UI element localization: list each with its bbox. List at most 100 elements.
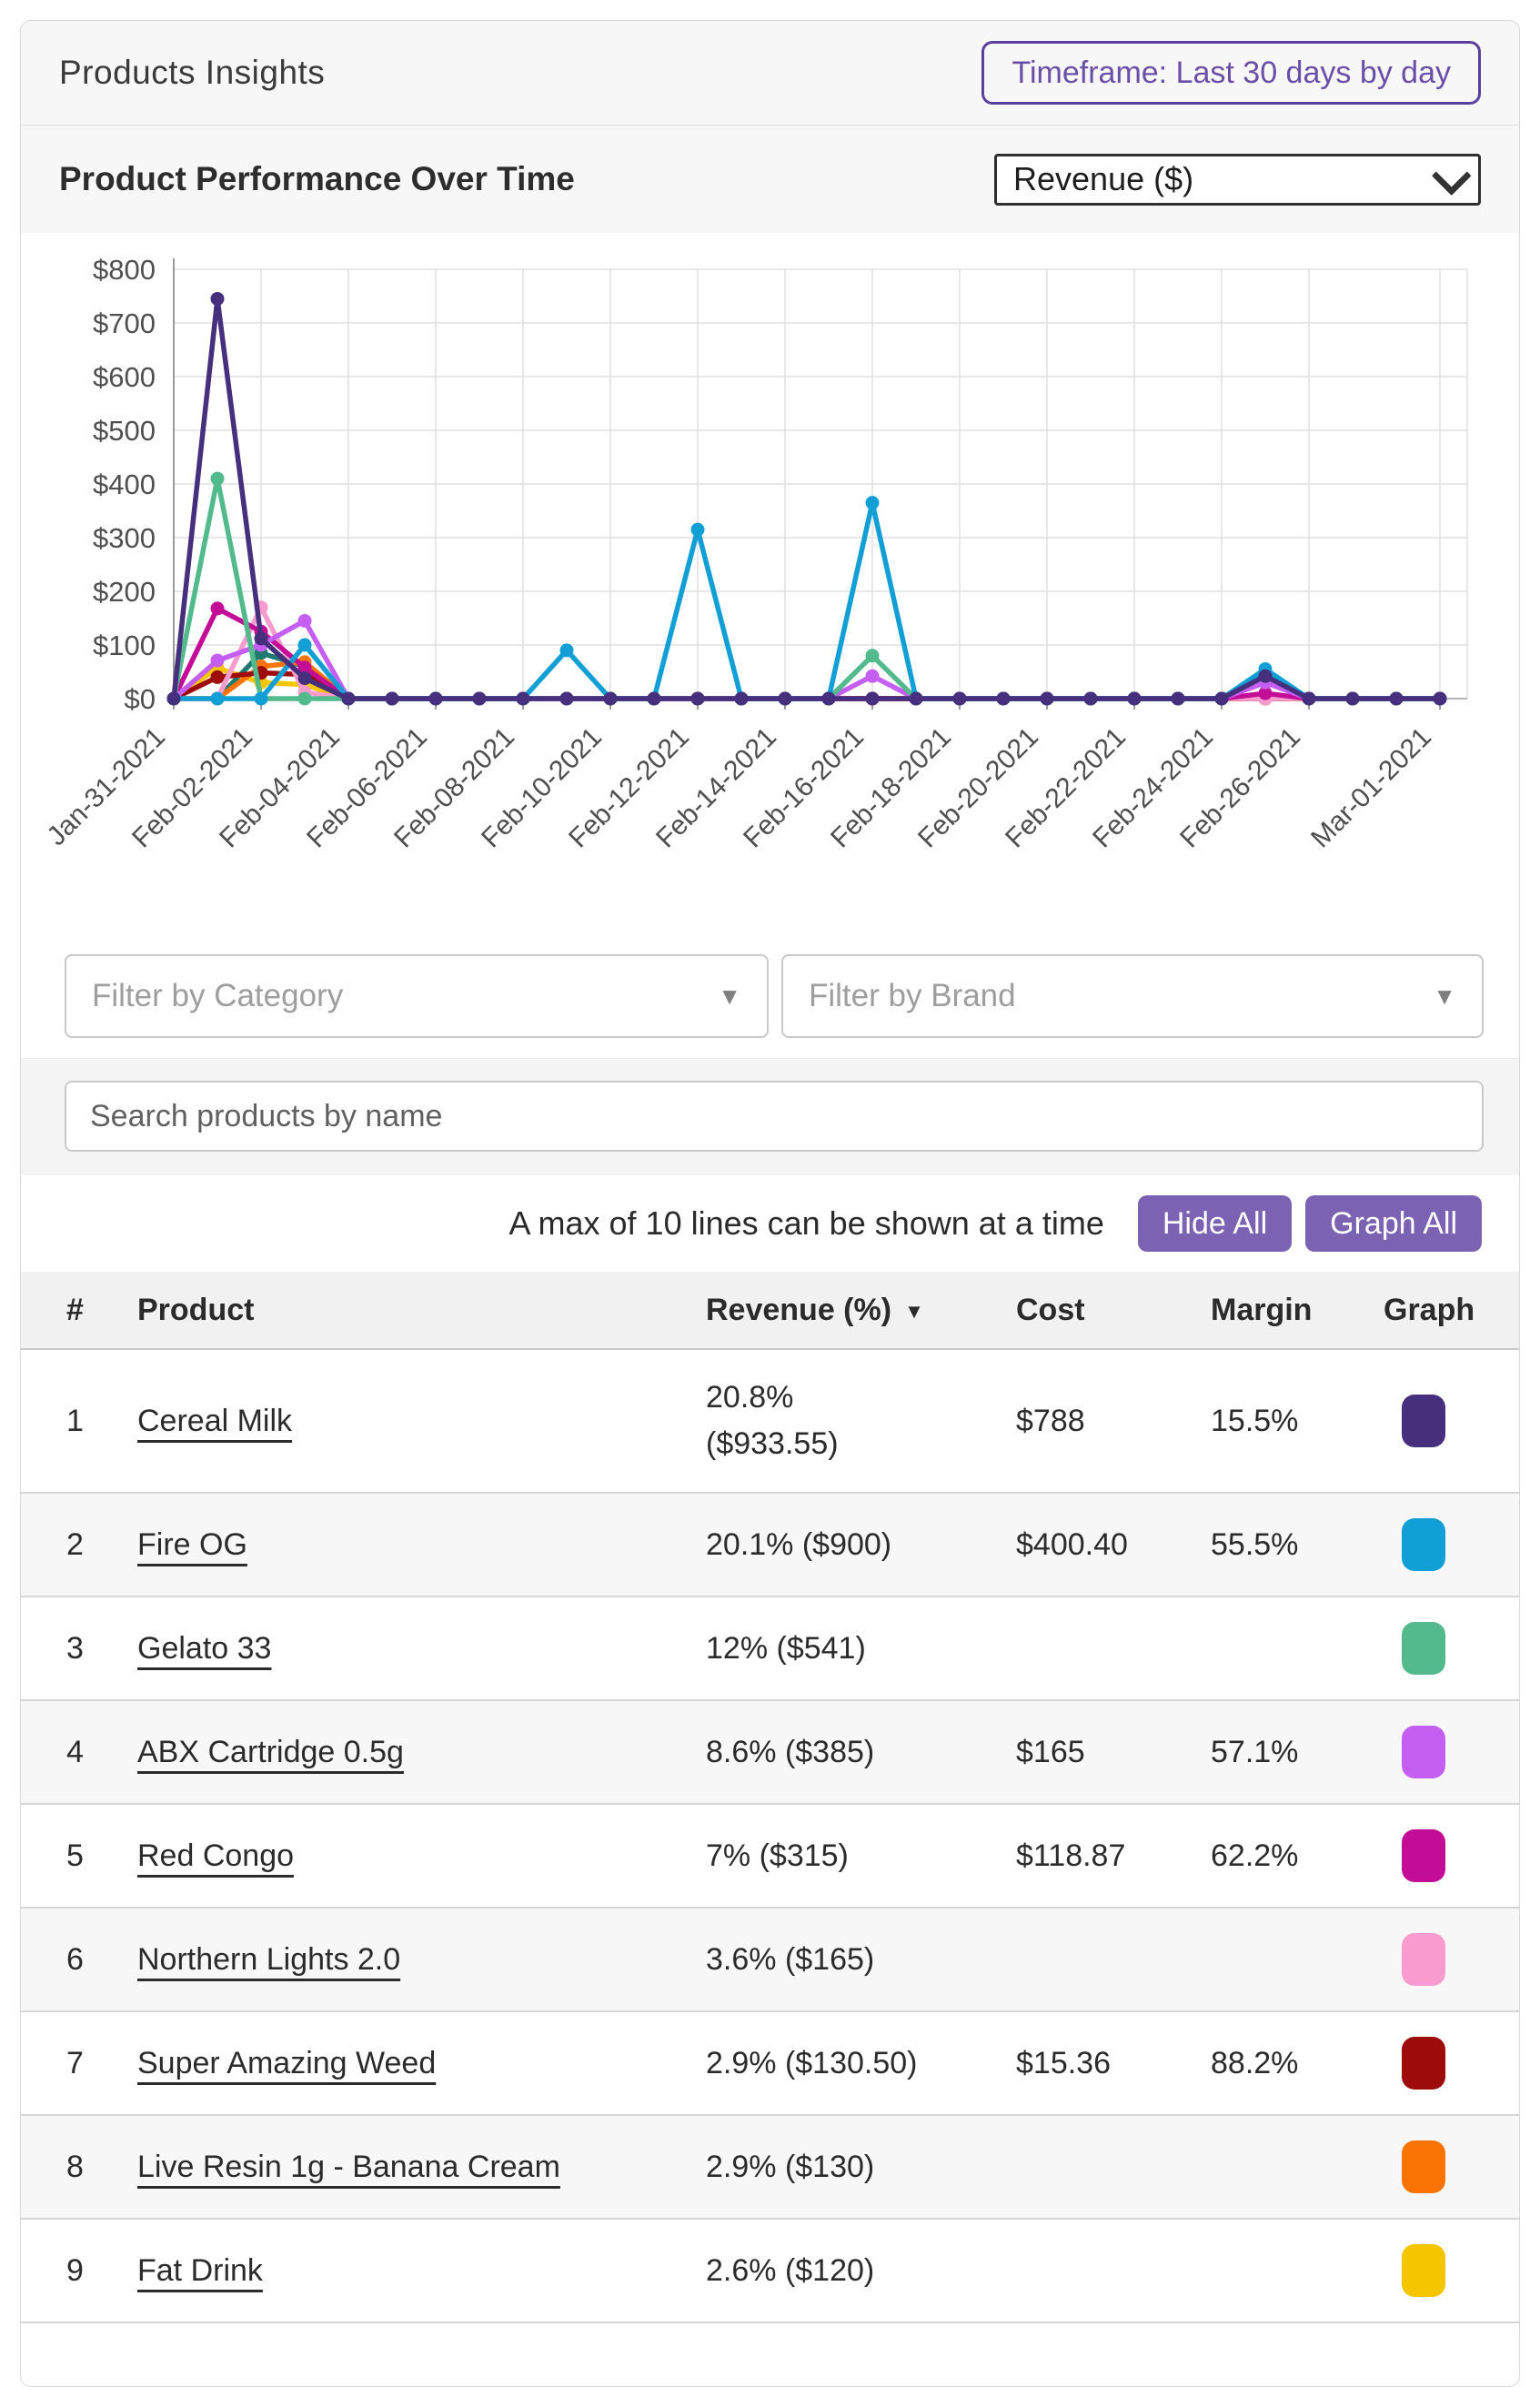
y-axis-label: $300	[93, 522, 156, 554]
data-point	[865, 691, 880, 706]
margin-cell: 88.2%	[1211, 2045, 1299, 2080]
product-link[interactable]: Northern Lights 2.0	[137, 1941, 401, 1977]
data-point	[1171, 691, 1185, 706]
page-title: Products Insights	[59, 54, 326, 91]
timeframe-button[interactable]: Timeframe: Last 30 days by day	[981, 41, 1481, 105]
data-point	[472, 691, 487, 706]
col-header-num: #	[66, 1292, 84, 1327]
data-point	[385, 691, 399, 706]
margin-cell: 15.5%	[1211, 1403, 1299, 1438]
brand-filter-placeholder: Filter by Brand	[809, 978, 1016, 1013]
data-point	[1433, 691, 1447, 706]
product-link[interactable]: ABX Cartridge 0.5g	[137, 1734, 404, 1769]
data-point	[909, 691, 923, 706]
col-header-revenue[interactable]: Revenue (%) ▼	[706, 1292, 924, 1327]
dropdown-arrow-icon: ▼	[718, 982, 741, 1010]
data-point	[1345, 691, 1360, 706]
data-point	[1302, 691, 1316, 706]
y-axis-label: $200	[93, 576, 156, 608]
table-row: 5 Red Congo 7% ($315) $118.87 62.2%	[21, 1805, 1519, 1909]
data-point	[1258, 686, 1273, 700]
table-row: 7 Super Amazing Weed 2.9% ($130.50) $15.…	[21, 2012, 1519, 2116]
data-point	[821, 691, 836, 706]
table-header: # Product Revenue (%) ▼ Cost Margin Graph	[21, 1272, 1519, 1350]
data-point	[297, 638, 312, 652]
col-header-margin: Margin	[1211, 1292, 1313, 1327]
data-point	[297, 671, 312, 686]
table-row: 3 Gelato 33 12% ($541)	[21, 1597, 1519, 1701]
product-link[interactable]: Cereal Milk	[137, 1403, 293, 1438]
graph-color-swatch[interactable]	[1402, 1726, 1445, 1778]
cost-cell: $118.87	[1016, 1838, 1126, 1873]
margin-cell: 57.1%	[1211, 1734, 1299, 1769]
search-input[interactable]	[65, 1081, 1484, 1152]
row-number: 5	[66, 1838, 84, 1873]
data-point	[210, 691, 225, 706]
graph-color-swatch[interactable]	[1402, 1829, 1445, 1882]
cost-cell: $400.40	[1016, 1526, 1128, 1562]
revenue-cell: 2.9% ($130.50)	[706, 2045, 918, 2080]
revenue-cell: 7% ($315)	[706, 1838, 849, 1873]
data-point	[690, 691, 705, 706]
y-axis-label: $600	[93, 361, 156, 393]
row-number: 9	[66, 2252, 84, 2288]
margin-cell: 62.2%	[1211, 1838, 1299, 1873]
data-point	[865, 496, 880, 510]
data-point	[778, 691, 792, 706]
data-point	[647, 691, 661, 706]
graph-all-button[interactable]: Graph All	[1305, 1195, 1482, 1252]
data-point	[297, 613, 312, 628]
data-point	[428, 691, 443, 706]
product-link[interactable]: Fire OG	[137, 1526, 247, 1562]
product-link[interactable]: Fat Drink	[137, 2252, 263, 2288]
row-number: 4	[66, 1734, 84, 1769]
category-filter-placeholder: Filter by Category	[92, 978, 344, 1013]
revenue-cell: 2.9% ($130)	[706, 2149, 875, 2184]
y-axis-label: $800	[93, 254, 156, 286]
data-point	[1127, 691, 1142, 706]
series-line	[171, 476, 1440, 701]
row-number: 3	[66, 1630, 84, 1666]
data-point	[1258, 669, 1273, 683]
data-point	[559, 643, 574, 658]
graph-color-swatch[interactable]	[1402, 2244, 1445, 2297]
product-link[interactable]: Gelato 33	[137, 1630, 272, 1666]
graph-color-swatch[interactable]	[1402, 2140, 1445, 2193]
filter-row: Filter by Category ▼ Filter by Brand ▼	[21, 938, 1519, 1058]
col-header-product: Product	[137, 1292, 255, 1327]
metric-select[interactable]: Revenue ($)	[994, 153, 1481, 206]
data-point	[297, 691, 312, 706]
data-point	[865, 649, 880, 663]
graph-color-swatch[interactable]	[1402, 1518, 1445, 1571]
product-link[interactable]: Red Congo	[137, 1838, 295, 1873]
y-axis-label: $100	[93, 629, 156, 661]
data-point	[516, 691, 530, 706]
dropdown-arrow-icon: ▼	[1433, 982, 1456, 1010]
data-point	[254, 691, 268, 706]
graph-color-swatch[interactable]	[1402, 2037, 1445, 2090]
brand-filter-dropdown[interactable]: Filter by Brand ▼	[781, 954, 1484, 1038]
data-point	[690, 522, 705, 537]
graph-color-swatch[interactable]	[1402, 1622, 1445, 1675]
data-point	[1040, 691, 1054, 706]
data-point	[297, 660, 312, 675]
hide-all-button[interactable]: Hide All	[1137, 1195, 1293, 1252]
row-number: 7	[66, 2045, 84, 2080]
revenue-cell: 20.8% ($933.55)	[706, 1380, 839, 1461]
table-row: 8 Live Resin 1g - Banana Cream 2.9% ($13…	[21, 2116, 1519, 2220]
revenue-cell: 12% ($541)	[706, 1630, 866, 1666]
graph-color-swatch[interactable]	[1402, 1395, 1445, 1447]
y-axis-label: $500	[93, 415, 156, 447]
graph-color-swatch[interactable]	[1402, 1933, 1445, 1986]
category-filter-dropdown[interactable]: Filter by Category ▼	[65, 954, 769, 1038]
product-link[interactable]: Live Resin 1g - Banana Cream	[137, 2149, 560, 2184]
data-point	[559, 691, 574, 706]
chart-title: Product Performance Over Time	[59, 160, 575, 197]
product-link[interactable]: Super Amazing Weed	[137, 2045, 437, 2080]
series-line	[171, 296, 1440, 701]
col-header-graph: Graph	[1384, 1292, 1475, 1327]
data-point	[1214, 691, 1229, 706]
row-number: 6	[66, 1941, 84, 1977]
revenue-cell: 3.6% ($165)	[706, 1941, 875, 1977]
data-point	[341, 691, 356, 706]
